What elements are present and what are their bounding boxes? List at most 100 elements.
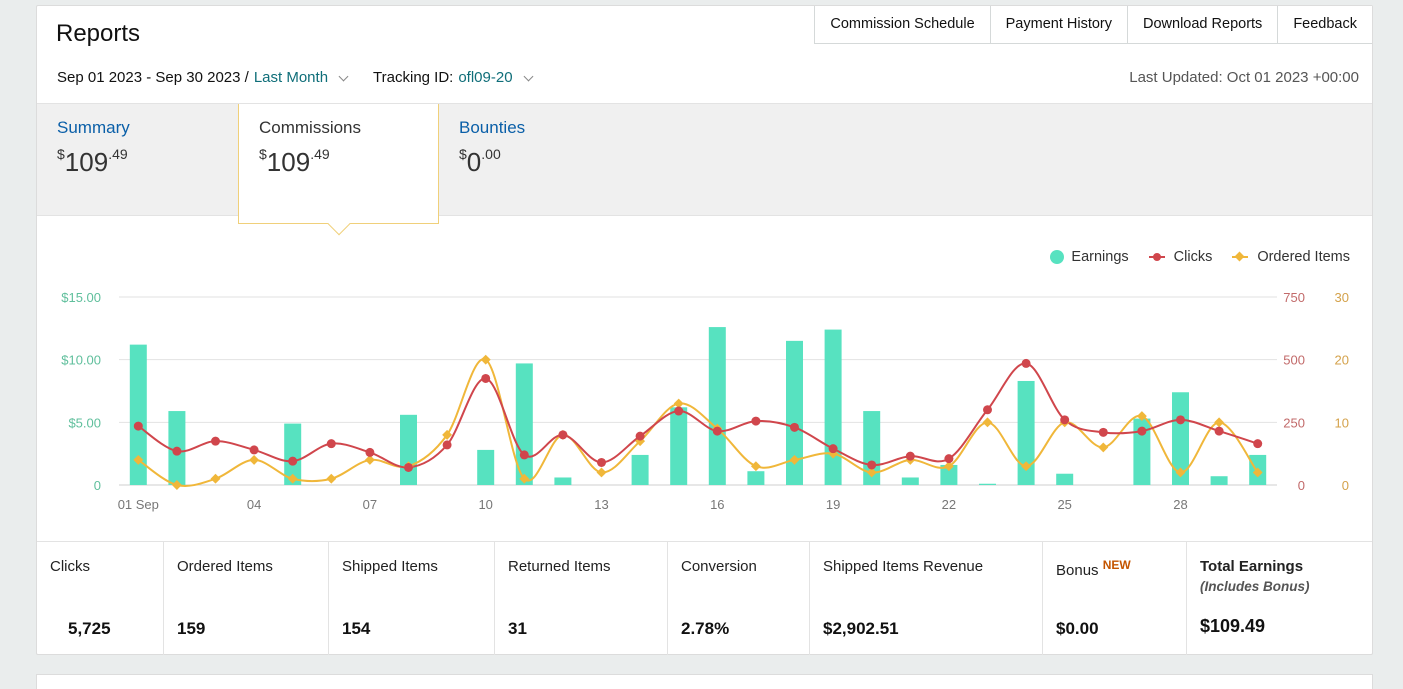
clicks-point (211, 436, 220, 446)
ordered-items-point (982, 417, 993, 428)
ordered-items-point (1136, 411, 1147, 422)
feedback-button[interactable]: Feedback (1277, 6, 1372, 44)
chevron-down-icon (523, 71, 534, 81)
legend-clicks[interactable]: Clicks (1148, 249, 1213, 265)
reports-card: Reports Commission Schedule Payment Hist… (36, 5, 1373, 655)
ordered-items-point (1021, 461, 1032, 472)
clicks-point (481, 373, 491, 383)
metric-label: Bonus NEW (1056, 558, 1131, 579)
clicks-point (828, 444, 838, 454)
metric-clicks: Clicks 5,725 (37, 542, 164, 655)
earnings-bar (824, 329, 842, 485)
tab-commissions[interactable]: Commissions $109.49 (238, 104, 439, 236)
earnings-bar (477, 449, 495, 485)
tab-amount: $0.00 (459, 146, 501, 177)
legend-label: Earnings (1071, 249, 1129, 265)
metric-value: 5,725 (68, 619, 111, 638)
x-tick-label: 04 (247, 497, 261, 512)
metric-value: 31 (508, 619, 527, 638)
ordered-items-point (326, 473, 337, 484)
clicks-point (172, 446, 182, 456)
y-left-tick-label: $5.00 (68, 415, 101, 430)
report-tabs: Summary $109.49 Commissions $109.49 Boun… (37, 103, 1372, 236)
earnings-bar (1172, 392, 1189, 485)
clicks-point (944, 454, 954, 464)
y-right-ordered-tick-label: 30 (1335, 290, 1349, 305)
legend-ordered-items[interactable]: Ordered Items (1232, 249, 1350, 265)
chart-plot: 0 0 0 $5.00 250 10 $10.00 500 20 $15.00 750 30 01 Se… (61, 290, 1349, 512)
earnings-bar (670, 407, 688, 485)
last-updated: Last Updated: Oct 01 2023 +00:00 (1129, 69, 1359, 86)
clicks-point (1214, 426, 1224, 436)
chevron-down-icon (338, 71, 349, 81)
metric-label: Ordered Items (177, 558, 273, 575)
page-title: Reports (56, 20, 141, 47)
earnings-bar (747, 471, 765, 485)
earnings-bar (129, 344, 147, 485)
clicks-point (326, 439, 336, 449)
metric-value: $109.49 (1200, 616, 1266, 636)
x-tick-label: 22 (942, 497, 956, 512)
y-right-ordered-tick-label: 10 (1335, 415, 1349, 430)
earnings-swatch-icon (1050, 250, 1065, 264)
ordered-items-point (943, 461, 954, 472)
legend-label: Clicks (1173, 249, 1213, 265)
metric-bonus: Bonus NEW $0.00 (1043, 542, 1187, 655)
clicks-line (137, 362, 1259, 469)
clicks-point (519, 450, 529, 460)
legend-earnings[interactable]: Earnings (1050, 249, 1129, 265)
next-section-card (36, 674, 1373, 689)
ordered-items-point (673, 398, 684, 409)
earnings-bar (863, 411, 881, 485)
metric-shipped-items: Shipped Items 154 (329, 542, 495, 655)
ordered-items-point (480, 354, 491, 365)
x-tick-label: 28 (1173, 497, 1187, 512)
y-left-tick-label: $15.00 (61, 290, 101, 305)
ordered-items-point (249, 454, 260, 465)
tab-bounties[interactable]: Bounties $0.00 (439, 104, 640, 217)
x-tick-label: 07 (363, 497, 377, 512)
clicks-swatch-icon (1148, 253, 1165, 261)
earnings-bar (940, 464, 958, 485)
legend-label: Ordered Items (1257, 249, 1350, 265)
download-reports-button[interactable]: Download Reports (1127, 6, 1278, 44)
report-actions: Commission Schedule Payment History Down… (814, 6, 1372, 44)
ordered-items-point (866, 467, 877, 478)
ordered-items-point (519, 473, 530, 484)
tab-amount: $109.49 (259, 146, 330, 177)
metric-total-earnings: Total Earnings (Includes Bonus) $109.49 (1187, 542, 1372, 655)
clicks-point (442, 440, 452, 450)
metric-label: Conversion (681, 558, 757, 575)
x-tick-label: 01 Sep (118, 497, 159, 512)
tracking-id-dropdown[interactable]: ofl09-20 (458, 69, 557, 86)
clicks-point (288, 456, 298, 466)
metric-label: Clicks (50, 558, 90, 575)
metric-value: $2,902.51 (823, 619, 899, 638)
report-filters: Sep 01 2023 - Sep 30 2023 / Last Month T… (57, 69, 558, 86)
tracking-id-label: Tracking ID: (373, 69, 454, 86)
clicks-point (1253, 439, 1263, 449)
earnings-bar (400, 414, 417, 485)
clicks-point (404, 462, 413, 472)
ordered-items-point (1175, 467, 1186, 478)
clicks-point (674, 406, 684, 416)
commission-schedule-button[interactable]: Commission Schedule (814, 6, 990, 44)
clicks-point (751, 416, 761, 426)
clicks-point (712, 426, 722, 436)
ordered-items-point (210, 473, 221, 484)
payment-history-button[interactable]: Payment History (989, 6, 1128, 44)
clicks-point (249, 445, 259, 455)
date-range-dropdown[interactable]: Last Month (254, 69, 373, 86)
y-right-clicks-tick-label: 0 (1298, 478, 1305, 493)
tab-summary[interactable]: Summary $109.49 (37, 104, 238, 217)
x-tick-label: 13 (594, 497, 608, 512)
clicks-point (133, 421, 143, 431)
x-tick-label: 25 (1057, 497, 1071, 512)
metric-value: 159 (177, 619, 206, 638)
metric-returned-items: Returned Items 31 (495, 542, 668, 655)
tab-amount: $109.49 (57, 146, 128, 177)
y-right-clicks-tick-label: 500 (1283, 353, 1305, 368)
clicks-point (558, 430, 568, 440)
ordered-items-point (364, 454, 375, 465)
x-tick-label: 19 (826, 497, 840, 512)
